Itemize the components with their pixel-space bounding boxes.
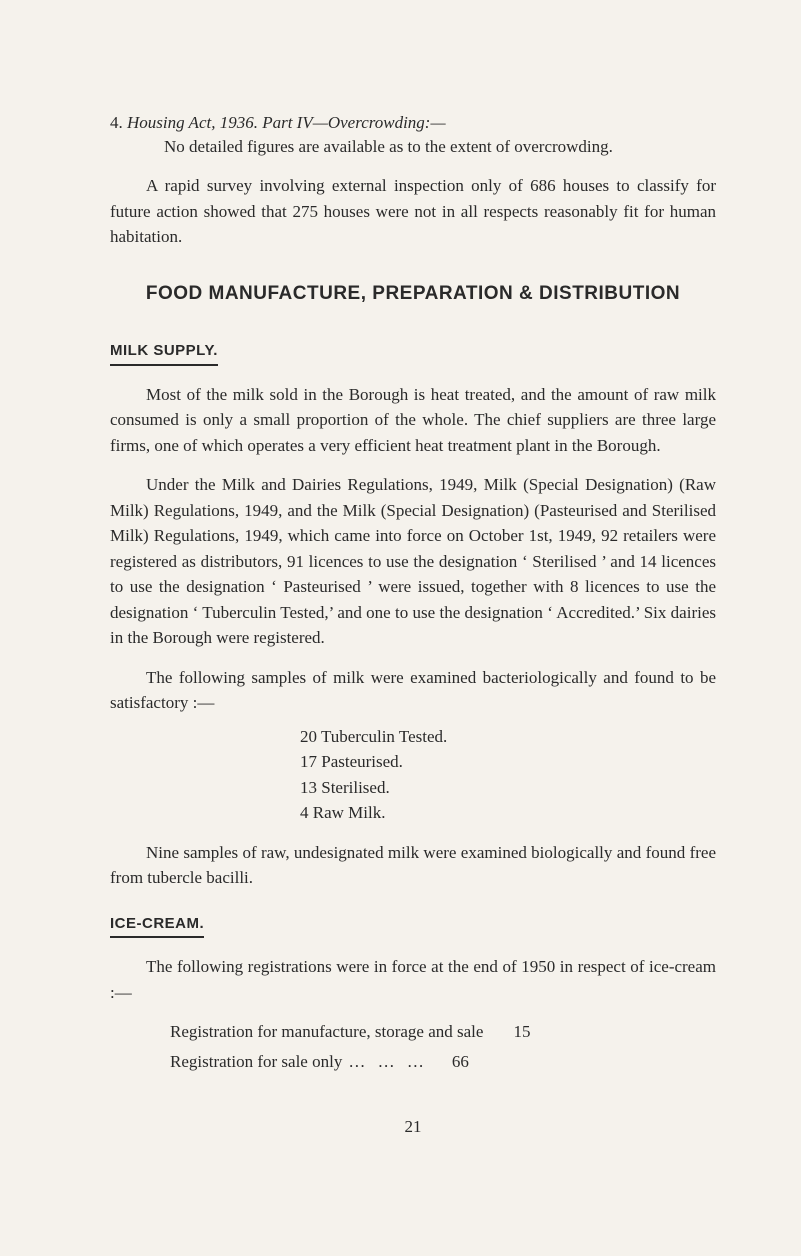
paragraph-intro: A rapid survey involving external inspec… bbox=[110, 173, 716, 250]
reg-dots bbox=[483, 1019, 495, 1045]
reg-value: 15 bbox=[495, 1019, 530, 1045]
list-item: 13 Sterilised. bbox=[300, 775, 716, 801]
table-row: Registration for manufacture, storage an… bbox=[170, 1019, 716, 1045]
item-number: 4. bbox=[110, 113, 123, 132]
reg-value: 66 bbox=[434, 1049, 469, 1075]
section-milk-supply: MILK SUPPLY. Most of the milk sold in th… bbox=[110, 332, 716, 891]
list-item: 20 Tuberculin Tested. bbox=[300, 724, 716, 750]
paragraph-milk-1: Most of the milk sold in the Borough is … bbox=[110, 382, 716, 459]
heading-ice-cream: ICE-CREAM. bbox=[110, 913, 204, 939]
paragraph-milk-4: Nine samples of raw, undesignated milk w… bbox=[110, 840, 716, 891]
section-ice-cream: ICE-CREAM. The following registrations w… bbox=[110, 905, 716, 1075]
page-number: 21 bbox=[110, 1114, 716, 1140]
reg-label: Registration for manufacture, storage an… bbox=[170, 1019, 483, 1045]
paragraph-milk-2: Under the Milk and Dairies Regulations, … bbox=[110, 472, 716, 651]
item-title: Housing Act, 1936. Part IV—Overcrowding:… bbox=[127, 113, 446, 132]
registrations-block: Registration for manufacture, storage an… bbox=[110, 1019, 716, 1074]
heading-main: FOOD MANUFACTURE, PREPARATION & DISTRIBU… bbox=[110, 280, 716, 309]
list-item-4: 4. Housing Act, 1936. Part IV—Overcrowdi… bbox=[110, 110, 716, 159]
item-body: No detailed figures are available as to … bbox=[110, 134, 716, 160]
table-row: Registration for sale only … … … 66 bbox=[170, 1049, 716, 1075]
paragraph-milk-3: The following samples of milk were exami… bbox=[110, 665, 716, 716]
document-page: 4. Housing Act, 1936. Part IV—Overcrowdi… bbox=[0, 0, 801, 1200]
list-item: 4 Raw Milk. bbox=[300, 800, 716, 826]
milk-samples-list: 20 Tuberculin Tested. 17 Pasteurised. 13… bbox=[110, 724, 716, 826]
paragraph-ice-1: The following registrations were in forc… bbox=[110, 954, 716, 1005]
reg-dots: … … … bbox=[342, 1049, 434, 1075]
heading-milk-supply: MILK SUPPLY. bbox=[110, 340, 218, 366]
reg-label: Registration for sale only bbox=[170, 1049, 342, 1075]
list-item: 17 Pasteurised. bbox=[300, 749, 716, 775]
